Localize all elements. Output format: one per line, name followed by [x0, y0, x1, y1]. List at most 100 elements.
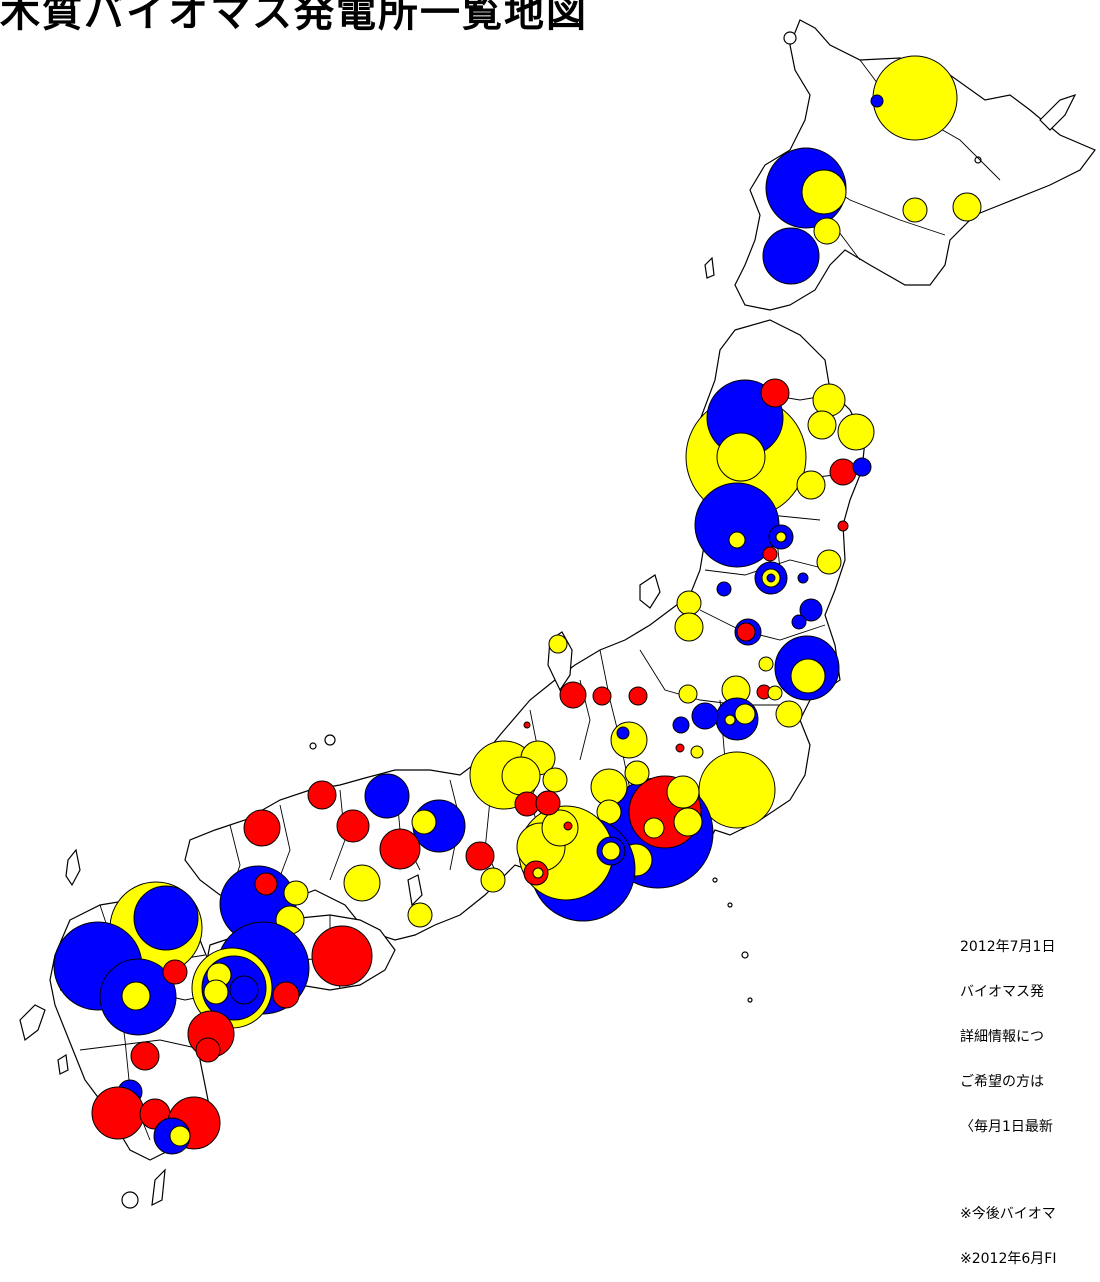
plant-marker [364, 773, 410, 819]
tsushima [65, 848, 81, 887]
plant-marker [672, 716, 690, 734]
plant-marker [767, 685, 783, 701]
kunashiri [974, 156, 982, 164]
goto-islands [19, 1004, 46, 1042]
plant-marker [728, 531, 746, 549]
plant-marker [162, 959, 188, 985]
plant-marker [501, 756, 541, 796]
sado-island [639, 574, 661, 609]
plant-marker [480, 867, 506, 893]
plant-marker [243, 809, 281, 847]
plant-marker [837, 413, 875, 451]
plant-marker [852, 457, 872, 477]
izu-island-1 [712, 877, 718, 883]
page-title: 木質バイオマス発電所一覧地図 [0, 0, 588, 36]
plant-marker [791, 614, 807, 630]
plant-marker [130, 1041, 160, 1071]
plant-marker [121, 981, 151, 1011]
plant-marker [775, 700, 803, 728]
yakushima [121, 1191, 139, 1209]
plant-marker [797, 572, 809, 584]
plant-marker [813, 217, 841, 245]
plant-marker [775, 531, 787, 543]
plant-marker [535, 790, 561, 816]
notes-panel: 2012年7月1日 バイオマス発 詳細情報につ ご希望の方は 〈毎月1日最新 ※… [960, 910, 1056, 1282]
plant-marker [807, 410, 837, 440]
plant-marker [643, 817, 665, 839]
note-line-fit: ※2012年6月FI [960, 1251, 1057, 1267]
plant-marker [195, 1037, 221, 1063]
plant-marker [666, 775, 700, 809]
plant-marker [816, 549, 842, 575]
plant-marker [716, 581, 732, 597]
plant-marker [870, 94, 884, 108]
plant-marker [716, 432, 766, 482]
note-line-future: ※今後バイオマ [960, 1206, 1056, 1222]
plant-marker [829, 458, 857, 486]
plant-marker [790, 658, 826, 694]
plant-marker [379, 828, 421, 870]
oki-island [324, 734, 336, 746]
note-line-details: 詳細情報につ [960, 1029, 1044, 1045]
izu-island-2 [727, 902, 733, 908]
plant-marker [762, 546, 778, 562]
etorofu [1039, 93, 1077, 131]
plant-marker [690, 745, 704, 759]
plant-marker [758, 656, 774, 672]
plant-marker [736, 622, 756, 642]
plant-marker [796, 470, 826, 500]
plant-marker [283, 880, 309, 906]
plant-markers [53, 55, 982, 1155]
plant-marker [624, 760, 650, 786]
plant-marker [616, 726, 630, 740]
note-gap [960, 1165, 1056, 1177]
plant-marker [542, 767, 568, 793]
plant-marker [724, 714, 736, 726]
plant-marker [548, 634, 568, 654]
plant-marker [465, 841, 495, 871]
plant-marker [559, 681, 587, 709]
plant-marker [532, 867, 544, 879]
plant-marker [678, 684, 698, 704]
plant-marker [837, 520, 849, 532]
plant-marker [628, 686, 648, 706]
plant-marker [307, 780, 337, 810]
plant-marker [563, 821, 573, 831]
plant-marker [734, 703, 756, 725]
rishiri-island [783, 31, 797, 45]
plant-marker [675, 743, 685, 753]
plant-marker [203, 979, 229, 1005]
plant-marker [902, 197, 928, 223]
plant-marker [676, 590, 702, 616]
plant-marker [766, 573, 776, 583]
izu-island-3 [741, 951, 749, 959]
okushiri-island [704, 256, 715, 279]
plant-marker [311, 925, 373, 987]
plant-marker [407, 902, 433, 928]
note-line-request: ご希望の方は [960, 1074, 1044, 1090]
plant-marker [691, 702, 719, 730]
plant-marker [872, 55, 958, 141]
plant-marker [673, 807, 703, 837]
plant-marker [169, 1125, 191, 1147]
plant-marker [762, 227, 820, 285]
note-line-date: 2012年7月1日 [960, 939, 1056, 955]
plant-marker [91, 1086, 145, 1140]
izu-island-4 [747, 997, 753, 1003]
plant-marker [799, 598, 823, 622]
plant-marker [336, 809, 370, 843]
plant-marker [801, 169, 847, 215]
plant-marker [523, 721, 531, 729]
plant-marker [133, 885, 199, 951]
plant-marker [229, 975, 259, 1005]
note-line-monthly: 〈毎月1日最新 [960, 1119, 1053, 1135]
note-line-biomass: バイオマス発 [960, 984, 1044, 1000]
coastline [19, 19, 1096, 1209]
japan-map [19, 19, 1096, 1209]
plant-marker [254, 872, 278, 896]
koshiki-islands [57, 1053, 69, 1075]
plant-marker [272, 981, 300, 1009]
plant-marker [514, 791, 540, 817]
tanegashima [151, 1168, 166, 1207]
plant-marker [411, 809, 437, 835]
